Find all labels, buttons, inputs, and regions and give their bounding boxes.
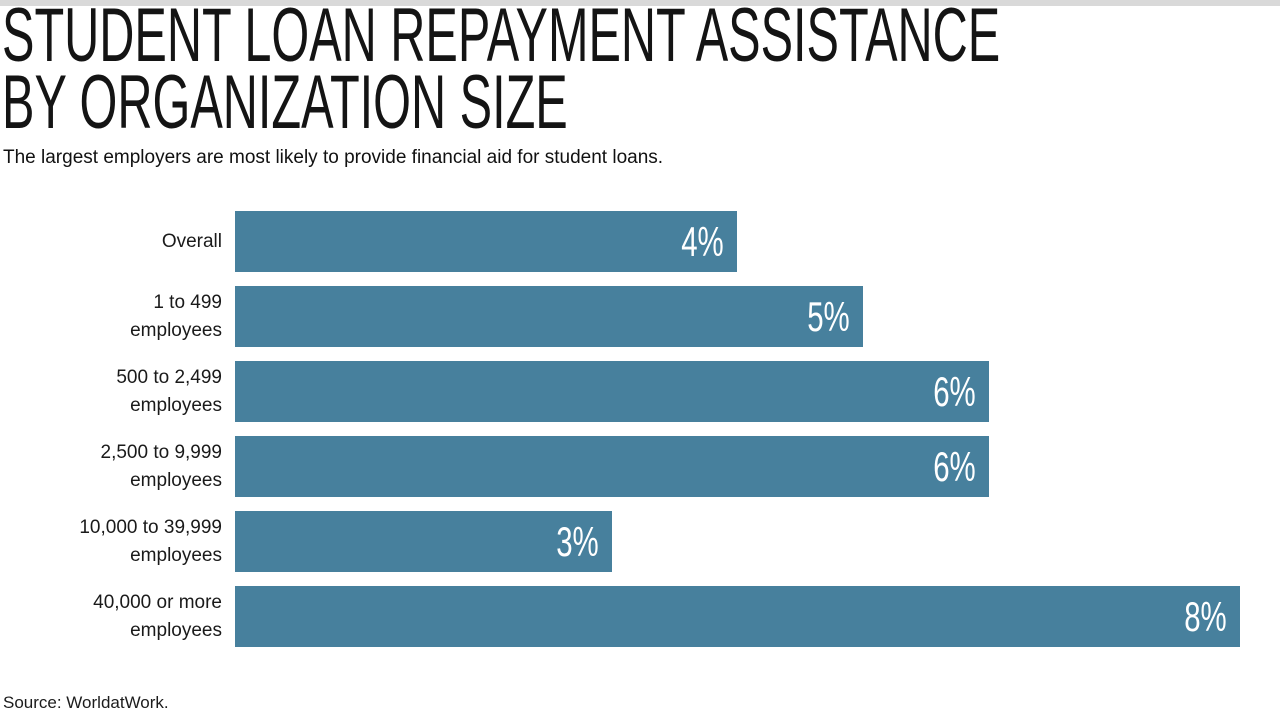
chart-title-line1: STUDENT LOAN REPAYMENT ASSISTANCE <box>2 0 1001 78</box>
chart-row: 10,000 to 39,999 employees 3% <box>0 511 1280 572</box>
bar: 3% <box>235 511 612 572</box>
chart-subtitle: The largest employers are most likely to… <box>3 147 664 168</box>
bar: 6% <box>235 436 989 497</box>
value-label: 6% <box>933 442 976 490</box>
chart-row: Overall 4% <box>0 211 1280 272</box>
category-label: 2,500 to 9,999 employees <box>100 441 223 491</box>
category-label: Overall <box>161 230 222 252</box>
chart-row: 500 to 2,499 employees 6% <box>0 361 1280 422</box>
chart-title-line2: BY ORGANIZATION SIZE <box>2 60 568 145</box>
bar: 8% <box>235 586 1240 647</box>
bar: 5% <box>235 286 863 347</box>
category-label: 10,000 to 39,999 employees <box>79 516 222 566</box>
bar: 6% <box>235 361 989 422</box>
value-label: 6% <box>933 367 976 415</box>
value-label: 5% <box>807 292 850 340</box>
chart-title: STUDENT LOAN REPAYMENT ASSISTANCE BY ORGA… <box>2 0 1001 141</box>
chart-row: 1 to 499 employees 5% <box>0 286 1280 347</box>
bar: 4% <box>235 211 737 272</box>
value-label: 4% <box>681 217 724 265</box>
bar-chart: Overall 4% 1 to 499 employees 5% 500 to 2,499… <box>0 211 1280 661</box>
source-note: Source: WorldatWork. <box>3 693 169 712</box>
top-edge-strip <box>0 0 1280 6</box>
chart-row: 40,000 or more employees 8% <box>0 586 1280 647</box>
category-label: 1 to 499 employees <box>130 291 222 341</box>
value-label: 8% <box>1184 592 1227 640</box>
value-label: 3% <box>556 517 599 565</box>
chart-row: 2,500 to 9,999 employees 6% <box>0 436 1280 497</box>
category-label: 500 to 2,499 employees <box>116 366 222 416</box>
category-label: 40,000 or more employees <box>93 591 222 641</box>
